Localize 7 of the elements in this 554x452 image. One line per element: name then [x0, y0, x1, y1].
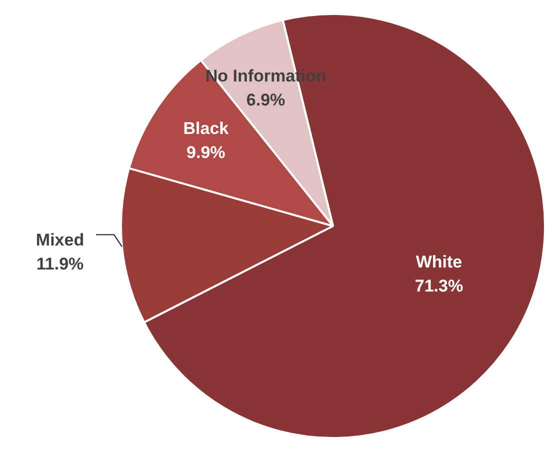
slice-label: Mixed: [36, 230, 84, 250]
data-label: 9.9%: [186, 143, 226, 162]
data-label: 6.9%: [246, 90, 286, 110]
data-label: 11.9%: [36, 254, 84, 274]
slice-label: White: [416, 252, 462, 272]
slice-label: Black: [183, 119, 230, 138]
data-label: 71.3%: [414, 276, 464, 296]
